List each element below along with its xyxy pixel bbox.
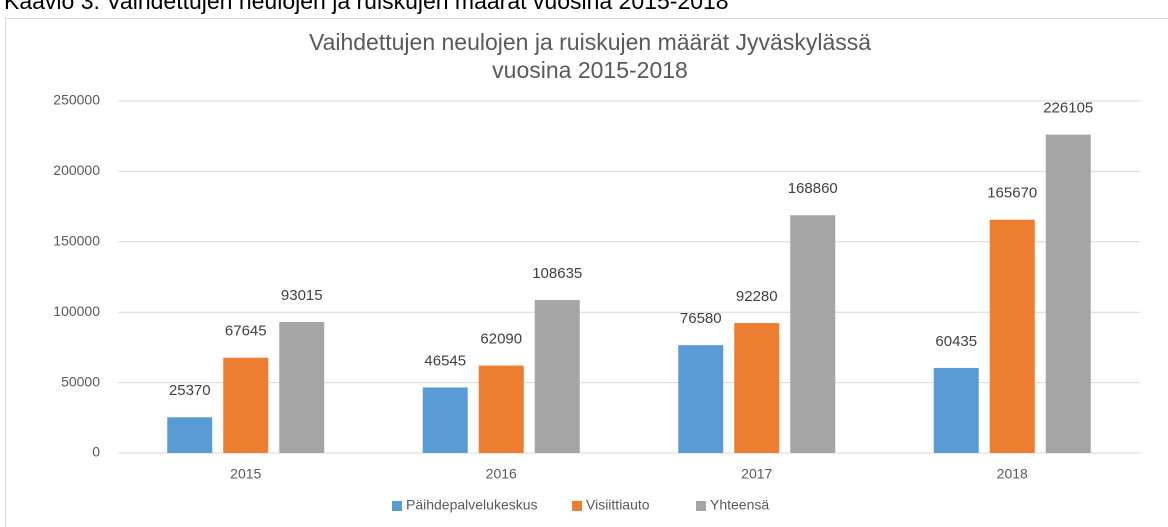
value-label: 67645 <box>225 323 267 340</box>
bar <box>534 300 580 453</box>
x-tick-label: 2018 <box>997 466 1028 482</box>
bar <box>279 322 325 453</box>
legend-label: Visiittiauto <box>586 497 650 513</box>
x-tick-label: 2015 <box>230 466 261 482</box>
value-label: 62090 <box>480 331 522 348</box>
bar <box>478 365 524 453</box>
legend-swatch <box>572 501 582 511</box>
value-label: 92280 <box>736 288 778 305</box>
legend-swatch <box>392 501 402 511</box>
bar <box>1045 134 1091 453</box>
value-label: 76580 <box>680 310 722 327</box>
legend-swatch <box>696 501 706 511</box>
bar <box>422 387 468 453</box>
y-tick-label: 250000 <box>53 92 100 108</box>
value-label: 25370 <box>169 382 211 399</box>
bar <box>734 323 780 453</box>
bar <box>790 215 836 453</box>
x-tick-label: 2016 <box>486 466 517 482</box>
bar <box>223 357 269 453</box>
chart-title: Vaihdettujen neulojen ja ruiskujen määrä… <box>309 29 871 55</box>
value-label: 60435 <box>935 333 977 350</box>
chart-title: vuosina 2015-2018 <box>492 57 688 83</box>
legend-label: Yhteensä <box>710 497 769 513</box>
bar <box>933 367 979 453</box>
bar <box>678 345 724 453</box>
y-tick-label: 150000 <box>53 233 100 249</box>
value-label: 165670 <box>987 185 1037 202</box>
value-label: 46545 <box>424 352 466 369</box>
value-label: 93015 <box>281 287 323 304</box>
legend-label: Päihdepalvelukeskus <box>406 497 538 513</box>
y-tick-label: 0 <box>92 444 100 460</box>
x-tick-label: 2017 <box>741 466 772 482</box>
value-label: 226105 <box>1043 100 1093 117</box>
value-label: 108635 <box>532 265 582 282</box>
bar <box>989 219 1035 453</box>
value-label: 168860 <box>788 180 838 197</box>
bar <box>167 417 213 453</box>
y-tick-label: 100000 <box>53 303 100 319</box>
y-tick-label: 50000 <box>61 373 100 389</box>
y-tick-label: 200000 <box>53 162 100 178</box>
caption: Kaavio 3. Vaihdettujen neulojen ja ruisk… <box>4 0 729 14</box>
